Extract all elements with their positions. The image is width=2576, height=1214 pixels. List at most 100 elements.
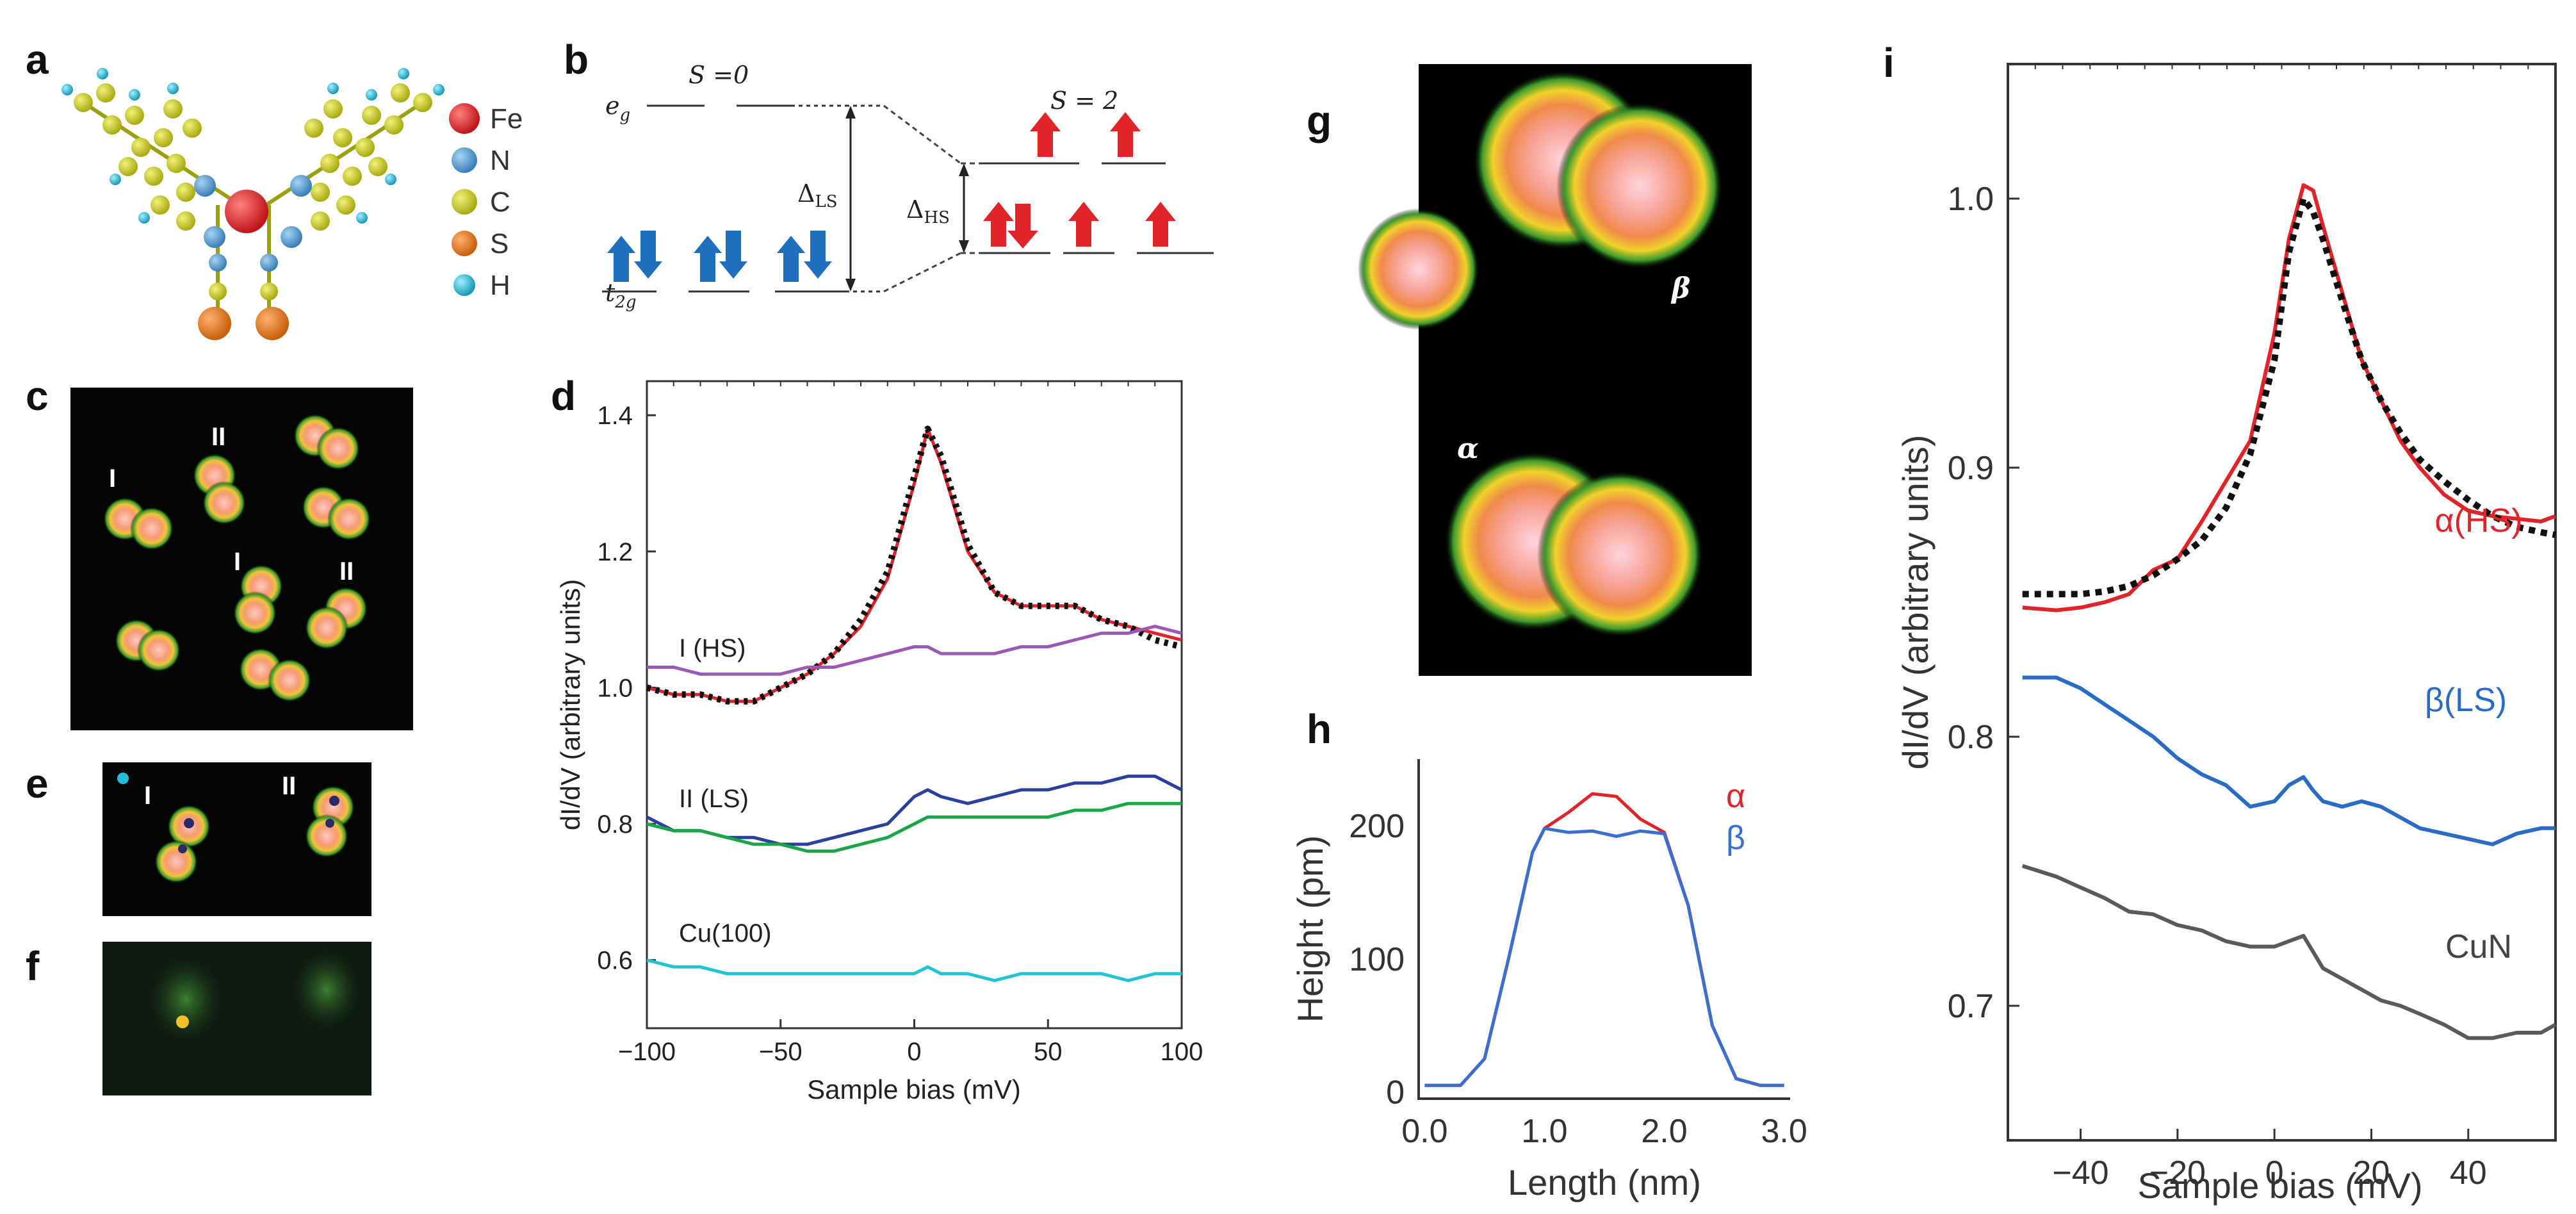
- y-tick-label: 0.7: [1948, 988, 1994, 1025]
- s-atom: [256, 307, 289, 340]
- legend-s: S: [490, 228, 509, 259]
- series-line-ls: [2022, 675, 2556, 846]
- x-tick-label: −50: [759, 1038, 803, 1066]
- x-tick-label: −40: [2052, 1154, 2108, 1192]
- label-II: II: [339, 557, 354, 586]
- chart-h-xlabel: Length (nm): [1508, 1162, 1701, 1202]
- series-line-: [1424, 826, 1784, 1087]
- x-tick-label: 3.0: [1761, 1113, 1807, 1150]
- legend-n: N: [490, 145, 510, 176]
- s-atom: [198, 307, 231, 340]
- chart-i-frame: [2007, 63, 2557, 1142]
- chart-h-series: [1424, 792, 1784, 1087]
- annotation-cun: CuN: [2445, 928, 2512, 965]
- panel-label-b: b: [564, 37, 589, 83]
- x-tick-label: 0: [2265, 1154, 2284, 1192]
- y-tick-label: 0: [1386, 1074, 1405, 1111]
- x-tick-label: 1.0: [1521, 1113, 1567, 1150]
- chart-i: −40 −20 0 20 400.70.80.91.0 α(HS) β(LS) CuN …: [1895, 63, 2557, 1206]
- label-I: I: [109, 464, 116, 493]
- annotation-cu100: Cu(100): [679, 919, 772, 947]
- x-tick-label: 2.0: [1641, 1113, 1687, 1150]
- panel-label-h: h: [1307, 706, 1332, 752]
- lowspin-arrows: [607, 231, 832, 282]
- label-I: I: [144, 782, 151, 810]
- y-tick-label: 1.0: [1948, 181, 1994, 218]
- c-legend-ball: [452, 189, 477, 215]
- y-tick-label: 200: [1349, 808, 1405, 845]
- hydrogen-atoms: [61, 68, 444, 224]
- x-tick-label: 0.0: [1401, 1113, 1447, 1150]
- series-line-i-hs: [647, 625, 1182, 676]
- s0-label: S =0: [689, 61, 749, 89]
- chart-i-xlabel: Sample bias (mV): [2137, 1165, 2422, 1206]
- stm-image-e: I II: [102, 762, 371, 916]
- panel-label-e: e: [26, 760, 49, 807]
- y-tick-label: 0.8: [1948, 719, 1994, 756]
- y-tick-label: 1.4: [597, 402, 633, 430]
- panel-label-c: c: [26, 373, 49, 419]
- n-legend-ball: [452, 147, 477, 173]
- delta-hs-label: ΔHS: [906, 195, 950, 227]
- y-tick-label: 1.2: [597, 538, 633, 566]
- carbon-atoms: [74, 83, 432, 300]
- chart-i-ylabel: dI/dV (arbitrary units): [1895, 435, 1936, 770]
- molecule-structure: [61, 68, 444, 340]
- chart-d: −100 −50 0 50 100 0.6 0.8 1.0 1.2 1.4 I (HS) II (…: [555, 380, 1203, 1104]
- x-tick-label: 40: [2450, 1154, 2487, 1192]
- series-line-cu-100: [646, 958, 1182, 983]
- fe-legend-ball: [449, 103, 480, 134]
- beta-label: β: [1670, 272, 1690, 305]
- delta-ls-label: ΔLS: [797, 179, 838, 211]
- s-legend-ball: [452, 231, 477, 256]
- label-I: I: [234, 548, 241, 576]
- panel-label-a: a: [26, 37, 49, 83]
- chart-d-xlabel: Sample bias (mV): [807, 1074, 1021, 1104]
- eg-label: eg: [605, 92, 630, 125]
- stm-image-c: I II I II: [70, 388, 413, 730]
- h-legend-ball: [453, 274, 475, 296]
- series-line-ii-ls: [646, 775, 1183, 846]
- series-line-hs: [2022, 183, 2557, 612]
- legend-c: C: [490, 186, 510, 218]
- chart-d-series: [646, 425, 1183, 983]
- chart-h-ylabel: Height (pm): [1290, 835, 1330, 1023]
- y-tick-label: 1.0: [597, 674, 633, 702]
- panel-label-g: g: [1307, 97, 1332, 144]
- x-tick-label: 0: [907, 1038, 921, 1066]
- s2-label: S = 2: [1050, 86, 1118, 115]
- chart-h: 0.0 1.0 2.0 3.0 0 100 200 α β Length (nm) Heig…: [1290, 759, 1807, 1202]
- legend-fe: Fe: [490, 103, 523, 135]
- x-tick-label: 20: [2353, 1154, 2390, 1192]
- chart-i-ticks: −40 −20 0 20 40 0.7 0.8 0.9 1.0: [1948, 64, 2556, 1192]
- legend-h: H: [490, 270, 510, 301]
- series-line-fit: [646, 425, 1183, 705]
- stm-image-f: [102, 942, 371, 1095]
- stm-image-g: α β: [1358, 64, 1752, 676]
- panel-label-f: f: [26, 943, 40, 989]
- t2g-label: t2g: [605, 279, 636, 312]
- molecule-blobs: [103, 414, 371, 702]
- annotation-ii-ls: II (LS): [679, 785, 749, 813]
- legend-beta: β: [1726, 819, 1745, 857]
- x-tick-label: 100: [1161, 1038, 1203, 1066]
- y-tick-label: 0.6: [597, 947, 633, 975]
- legend-alpha: α: [1726, 778, 1745, 815]
- series-line-fit: [2022, 195, 2556, 598]
- fe-atom: [225, 190, 268, 233]
- chart-d-ylabel: dI/dV (arbitrary units): [555, 579, 585, 830]
- chart-i-series: [2021, 183, 2557, 1040]
- chart-d-ticks: −100 −50 0 50 100 0.6 0.8 1.0 1.2 1.4: [597, 381, 1203, 1066]
- y-tick-label: 0.9: [1948, 450, 1994, 487]
- annotation-beta-ls: β(LS): [2425, 682, 2507, 719]
- x-tick-label: 50: [1034, 1038, 1063, 1066]
- chart-h-ticks: 0.0 1.0 2.0 3.0 0 100 200: [1349, 808, 1807, 1150]
- panel-label-i: i: [1883, 40, 1895, 86]
- label-II: II: [282, 772, 296, 800]
- label-II: II: [211, 423, 225, 451]
- annotation-alpha-hs: α(HS): [2435, 502, 2523, 539]
- y-tick-label: 100: [1349, 941, 1405, 978]
- series-line-cun: [2021, 864, 2557, 1040]
- atom-legend: Fe N C S H: [449, 103, 523, 301]
